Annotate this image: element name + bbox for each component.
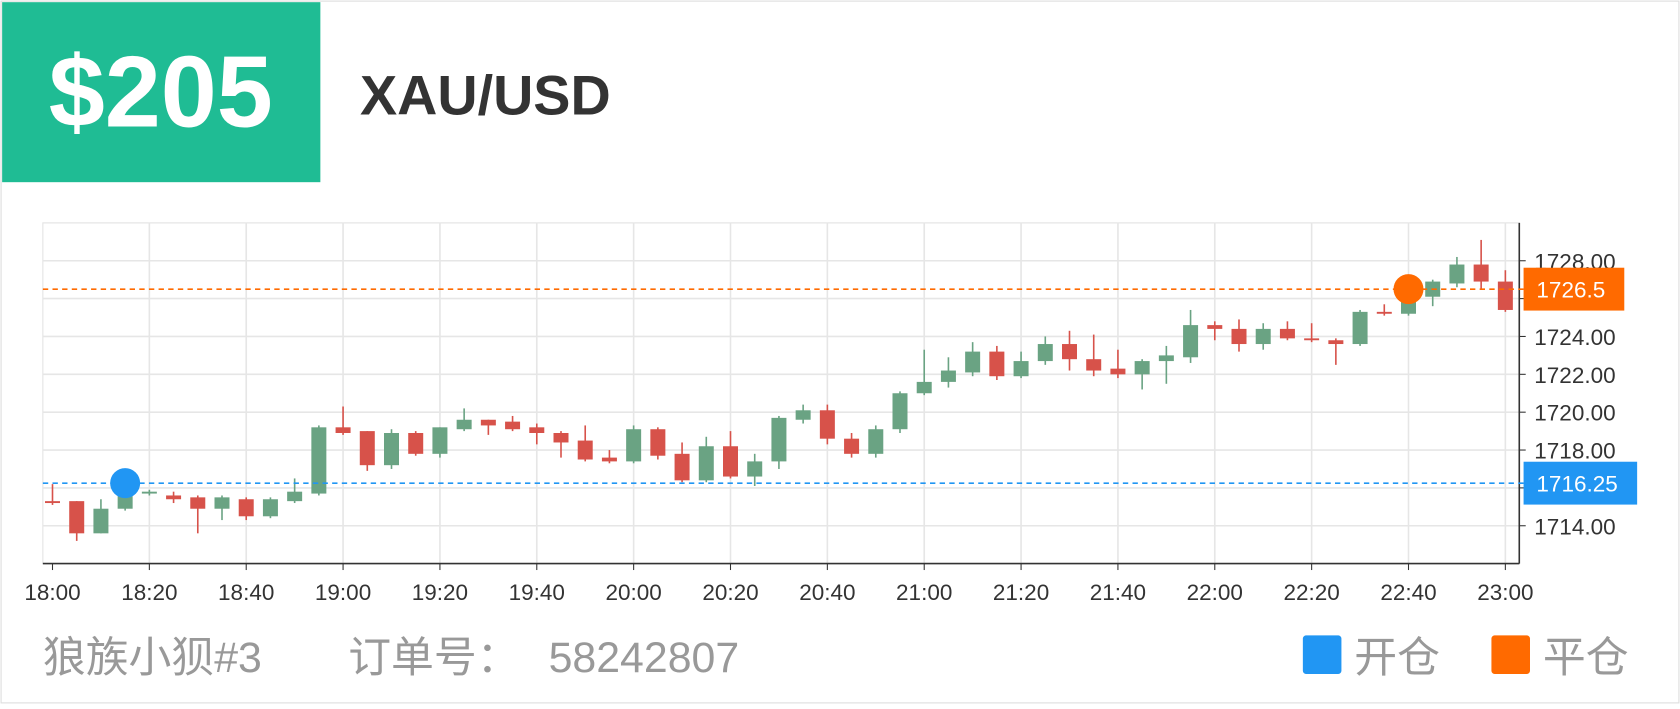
trade-marker bbox=[110, 468, 141, 499]
x-tick-label: 20:00 bbox=[605, 580, 661, 605]
x-tick-label: 20:20 bbox=[702, 580, 758, 605]
x-tick-label: 18:40 bbox=[218, 580, 274, 605]
candle-body bbox=[965, 351, 981, 373]
candle-body bbox=[819, 410, 835, 439]
order-label: 订单号： bbox=[348, 634, 519, 682]
candle-body bbox=[1110, 368, 1126, 375]
x-tick-label: 21:00 bbox=[896, 580, 952, 605]
candle-body bbox=[1183, 325, 1199, 358]
candle-body bbox=[795, 410, 811, 420]
x-tick-label: 19:20 bbox=[412, 580, 468, 605]
candle-body bbox=[69, 501, 85, 534]
x-tick-label: 22:40 bbox=[1380, 580, 1436, 605]
candle-body bbox=[601, 457, 617, 462]
candle-body bbox=[287, 491, 303, 502]
candle-body bbox=[674, 453, 690, 481]
candle-body bbox=[626, 429, 642, 462]
candle-body bbox=[1062, 344, 1077, 360]
candle-body bbox=[1013, 361, 1029, 377]
x-tick-label: 20:40 bbox=[799, 580, 855, 605]
price-label-box bbox=[1523, 267, 1625, 311]
price-label-box bbox=[1523, 461, 1638, 505]
legend-swatch bbox=[1302, 635, 1342, 674]
candle-body bbox=[650, 429, 666, 456]
candle-body bbox=[93, 508, 109, 534]
candle-body bbox=[1134, 361, 1150, 375]
order-number: 58242807 bbox=[549, 634, 740, 682]
candle-body bbox=[359, 431, 375, 466]
price-label: 1716.25 bbox=[1536, 472, 1617, 497]
profit: $205 bbox=[49, 36, 273, 148]
candle-body bbox=[844, 438, 860, 454]
x-tick-label: 23:00 bbox=[1477, 580, 1533, 605]
candle-body bbox=[1304, 338, 1320, 341]
legend-swatch bbox=[1491, 635, 1530, 674]
profit-box bbox=[2, 2, 321, 183]
candle-body bbox=[190, 497, 206, 509]
candle-body bbox=[262, 499, 278, 517]
candle-body bbox=[311, 427, 327, 494]
candle-body bbox=[577, 440, 593, 460]
candle-body bbox=[1497, 281, 1513, 310]
candle-body bbox=[529, 427, 545, 433]
candle-body bbox=[1376, 311, 1392, 314]
candle-body bbox=[1328, 340, 1344, 345]
candle-body bbox=[698, 446, 714, 481]
candle-body bbox=[384, 433, 399, 466]
y-tick-label: 1722.00 bbox=[1534, 363, 1615, 388]
candle-body bbox=[1449, 264, 1465, 284]
x-tick-label: 21:40 bbox=[1090, 580, 1146, 605]
candle-body bbox=[335, 427, 351, 433]
candle-body bbox=[723, 446, 738, 477]
x-tick-label: 22:20 bbox=[1283, 580, 1339, 605]
symbol: XAU/USD bbox=[360, 65, 611, 127]
x-tick-label: 18:20 bbox=[121, 580, 177, 605]
candle-body bbox=[408, 433, 424, 454]
candle-body bbox=[771, 417, 787, 462]
candle-body bbox=[747, 461, 763, 477]
candle-body bbox=[45, 501, 60, 504]
candle-body bbox=[1231, 328, 1247, 345]
y-tick-label: 1724.00 bbox=[1534, 325, 1615, 350]
candle-body bbox=[1158, 355, 1174, 362]
candle-body bbox=[166, 495, 182, 500]
candle-body bbox=[480, 419, 496, 426]
user-name: 狼族小狈#3 bbox=[43, 634, 262, 682]
candle-body bbox=[553, 433, 569, 443]
candle-body bbox=[916, 381, 932, 394]
candle-body bbox=[238, 499, 254, 517]
y-tick-label: 1720.00 bbox=[1534, 401, 1615, 426]
y-tick-label: 1718.00 bbox=[1534, 439, 1615, 464]
candle-body bbox=[1086, 359, 1102, 371]
x-tick-label: 19:00 bbox=[315, 580, 371, 605]
candle-body bbox=[1255, 328, 1271, 345]
candle-body bbox=[505, 421, 521, 430]
legend-label: 平仓 bbox=[1543, 634, 1629, 682]
candle-body bbox=[1279, 328, 1295, 339]
candle-body bbox=[1473, 264, 1489, 282]
x-tick-label: 18:00 bbox=[24, 580, 80, 605]
trade-marker bbox=[1393, 274, 1424, 305]
legend-label: 开仓 bbox=[1354, 634, 1440, 682]
candle-body bbox=[989, 351, 1005, 377]
candle-body bbox=[1352, 311, 1368, 345]
candle-body bbox=[892, 393, 908, 430]
candle-body bbox=[1207, 325, 1223, 329]
candle-body bbox=[1037, 344, 1053, 362]
candle-body bbox=[432, 427, 448, 454]
x-tick-label: 19:40 bbox=[509, 580, 565, 605]
price-label: 1726.5 bbox=[1536, 278, 1605, 303]
y-tick-label: 1714.00 bbox=[1534, 514, 1615, 539]
candle-body bbox=[940, 370, 956, 382]
x-tick-label: 21:20 bbox=[993, 580, 1049, 605]
x-tick-label: 22:00 bbox=[1187, 580, 1243, 605]
candle-body bbox=[868, 429, 884, 454]
candle-body bbox=[141, 491, 157, 494]
candle-body bbox=[456, 419, 472, 430]
candle-body bbox=[214, 497, 230, 509]
